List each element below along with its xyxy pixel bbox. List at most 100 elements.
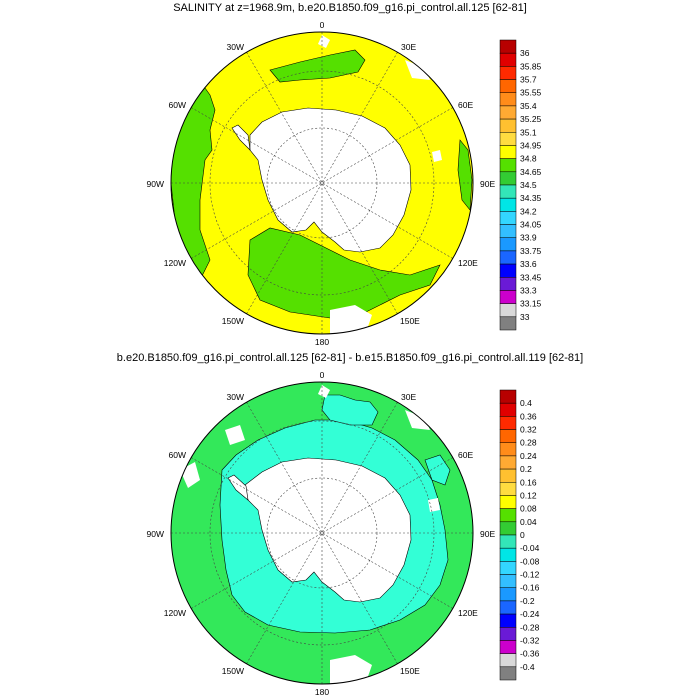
bottom-colorbar-label: 0.08: [520, 504, 537, 514]
bottom-colorbar-swatch: [499, 653, 517, 668]
top-colorbar-swatch: [499, 171, 517, 186]
top-colorbar-swatch: [499, 92, 517, 107]
bottom-lon-label-120w: 120W: [164, 608, 186, 618]
bottom-colorbar-swatch: [499, 600, 517, 615]
top-colorbar-label: 34.65: [520, 167, 542, 177]
top-land-patch: [318, 35, 330, 48]
bottom-colorbar-label: 0.24: [520, 451, 537, 461]
top-green-region-east: [457, 139, 473, 211]
top-colorbar-swatch: [499, 277, 517, 291]
top-colorbar-swatch: [499, 290, 517, 304]
bottom-colorbar-swatch: [499, 547, 517, 562]
top-land-patch: [432, 150, 442, 162]
top-lon-label-120e: 120E: [458, 258, 478, 268]
top-colorbar-label: 33.6: [520, 259, 537, 269]
bottom-colorbar-label: -0.24: [520, 609, 540, 619]
top-colorbar-label: 33.45: [520, 272, 542, 282]
top-green-region-pacific: [247, 227, 441, 319]
bottom-colorbar-label: -0.12: [520, 570, 540, 580]
bottom-colorbar-swatch: [499, 442, 517, 457]
top-colorbar-swatch: [499, 158, 517, 173]
bottom-colorbar-label: 0.4: [520, 398, 532, 408]
top-land-patch: [405, 60, 430, 80]
top-colorbar-swatch: [499, 66, 517, 80]
bottom-lon-label-180: 180: [315, 687, 329, 697]
bottom-colorbar-swatch: [499, 613, 517, 628]
bottom-lon-label-120e: 120E: [458, 608, 478, 618]
top-lon-label-60e: 60E: [458, 100, 473, 110]
bottom-map-border: [170, 381, 474, 685]
bottom-colorbar-swatch: [499, 561, 517, 575]
top-colorbar: 36 35.85 35.7 35.55 35.4 35.25 35.1 34.95 34.8 34…: [499, 39, 542, 331]
bottom-colorbar-label: 0.12: [520, 490, 537, 500]
top-colorbar-label: 33.3: [520, 285, 537, 295]
top-colorbar-label: 34.8: [520, 154, 537, 164]
top-graticule: [171, 32, 473, 334]
top-lon-label-30w: 30W: [227, 42, 244, 52]
bottom-lon-label-150e: 150E: [400, 666, 420, 676]
top-colorbar-label: 34.2: [520, 206, 537, 216]
bottom-land-patch: [405, 410, 430, 430]
top-colorbar-swatch: [499, 132, 517, 146]
top-colorbar-label: 36: [520, 48, 530, 58]
top-lon-label-60w: 60W: [169, 100, 186, 110]
bottom-colorbar-label: -0.08: [520, 556, 540, 566]
bottom-colorbar: 0.4 0.36 0.32 0.28 0.24 0.2 0.16 0.12 0.08 0.04 0 -…: [499, 389, 540, 681]
top-colorbar-label: 34.35: [520, 193, 542, 203]
bottom-colorbar-label: -0.36: [520, 649, 540, 659]
bottom-colorbar-label: 0.04: [520, 517, 537, 527]
top-colorbar-swatch: [499, 250, 517, 265]
top-lon-label-0: 0: [320, 20, 325, 30]
top-lon-label-180: 180: [315, 337, 329, 347]
top-antarctica-land: [249, 107, 412, 253]
top-colorbar-swatch: [499, 79, 517, 93]
bottom-lon-label-90w: 90W: [147, 529, 164, 539]
bottom-colorbar-label: 0.32: [520, 425, 537, 435]
top-land-patch: [330, 305, 372, 334]
top-colorbar-swatch: [499, 237, 517, 252]
bottom-colorbar-label: 0: [520, 530, 525, 540]
top-colorbar-swatch: [499, 118, 517, 133]
top-colorbar-swatch: [499, 263, 517, 278]
bottom-colorbar-label: -0.16: [520, 583, 540, 593]
bottom-land-patch: [225, 425, 245, 445]
bottom-colorbar-swatch: [499, 521, 517, 536]
bottom-panel-title: b.e20.B1850.f09_g16.pi_control.all.125 […: [116, 352, 584, 364]
top-green-region-atlantic: [269, 49, 366, 83]
bottom-colorbar-label: 0.2: [520, 464, 532, 474]
top-colorbar-swatch: [499, 145, 517, 159]
bottom-colorbar-swatch: [499, 574, 517, 588]
top-colorbar-label: 35.1: [520, 127, 537, 137]
bottom-cyan-region-east: [424, 454, 451, 486]
bottom-lon-label-60e: 60E: [458, 450, 473, 460]
bottom-lon-label-150w: 150W: [222, 666, 244, 676]
bottom-colorbar-swatch: [499, 429, 517, 443]
top-colorbar-swatch: [499, 316, 517, 331]
bottom-colorbar-label: 0.28: [520, 438, 537, 448]
top-colorbar-label: 35.25: [520, 114, 542, 124]
top-colorbar-label: 35.4: [520, 101, 537, 111]
bottom-land-patch: [318, 385, 330, 398]
top-panel-title: SALINITY at z=1968.9m, b.e20.B1850.f09_g…: [173, 2, 527, 14]
bottom-colorbar-swatch: [499, 416, 517, 430]
top-colorbar-swatch: [499, 105, 517, 120]
top-colorbar-label: 35.55: [520, 88, 542, 98]
top-lon-label-150w: 150W: [222, 316, 244, 326]
bottom-map: 0 30E 60E 90E 120E 150E 180 150W 120W 90…: [147, 370, 496, 697]
bottom-colorbar-label: -0.32: [520, 635, 540, 645]
bottom-colorbar-swatch: [499, 587, 517, 602]
bottom-cyan-region-atlantic: [321, 394, 379, 426]
bottom-colorbar-label: -0.2: [520, 596, 535, 606]
bottom-lon-label-30e: 30E: [401, 392, 416, 402]
bottom-colorbar-label: 0.36: [520, 411, 537, 421]
bottom-colorbar-swatch: [499, 482, 517, 496]
top-lon-label-90e: 90E: [480, 179, 495, 189]
top-antarctic-peninsula: [231, 124, 251, 151]
bottom-colorbar-swatch: [499, 534, 517, 549]
bottom-colorbar-swatch: [499, 455, 517, 470]
top-colorbar-swatch: [499, 184, 517, 199]
bottom-colorbar-swatch: [499, 508, 517, 523]
bottom-colorbar-swatch: [499, 468, 517, 483]
bottom-lon-label-0: 0: [320, 370, 325, 380]
